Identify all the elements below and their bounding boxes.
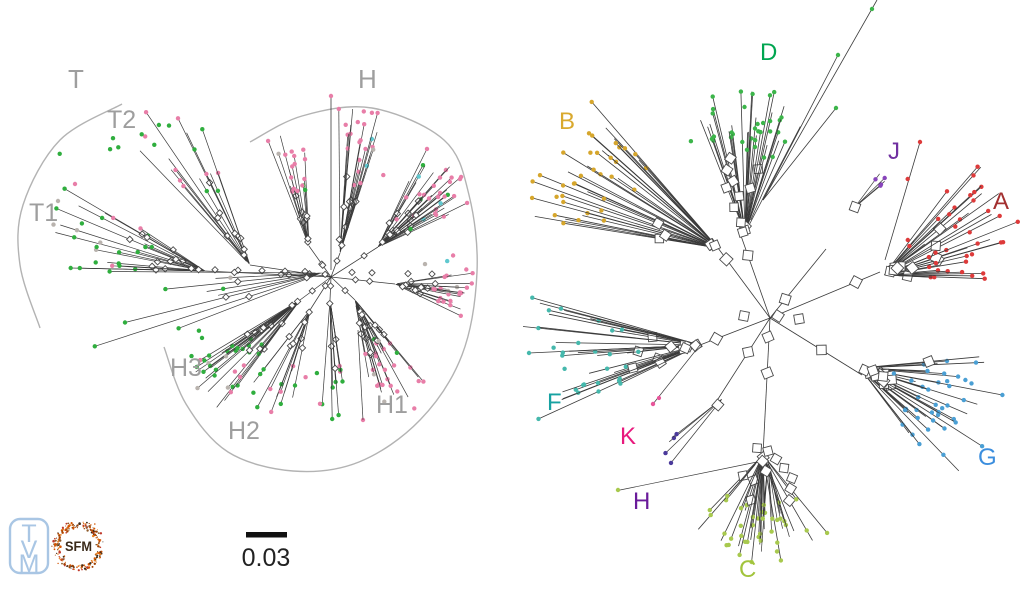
svg-text:G: G [978, 444, 997, 471]
svg-text:H1: H1 [376, 391, 408, 419]
svg-text:T1: T1 [29, 199, 58, 227]
svg-text:H: H [633, 488, 650, 515]
svg-text:H3: H3 [170, 354, 202, 382]
svg-text:V: V [21, 536, 38, 564]
svg-text:B: B [559, 108, 575, 135]
svg-text:H: H [358, 64, 377, 94]
svg-text:0.03: 0.03 [242, 544, 291, 572]
svg-text:H2: H2 [228, 417, 260, 445]
svg-text:T: T [21, 520, 36, 548]
svg-text:K: K [620, 423, 636, 450]
svg-text:T2: T2 [107, 106, 136, 134]
svg-text:D: D [760, 39, 777, 66]
svg-text:SFM: SFM [65, 538, 92, 554]
svg-text:F: F [547, 389, 562, 416]
svg-text:T: T [68, 64, 84, 94]
svg-text:M: M [19, 550, 40, 578]
svg-text:A: A [993, 188, 1009, 215]
svg-text:C: C [739, 556, 756, 583]
svg-text:J: J [888, 138, 900, 165]
